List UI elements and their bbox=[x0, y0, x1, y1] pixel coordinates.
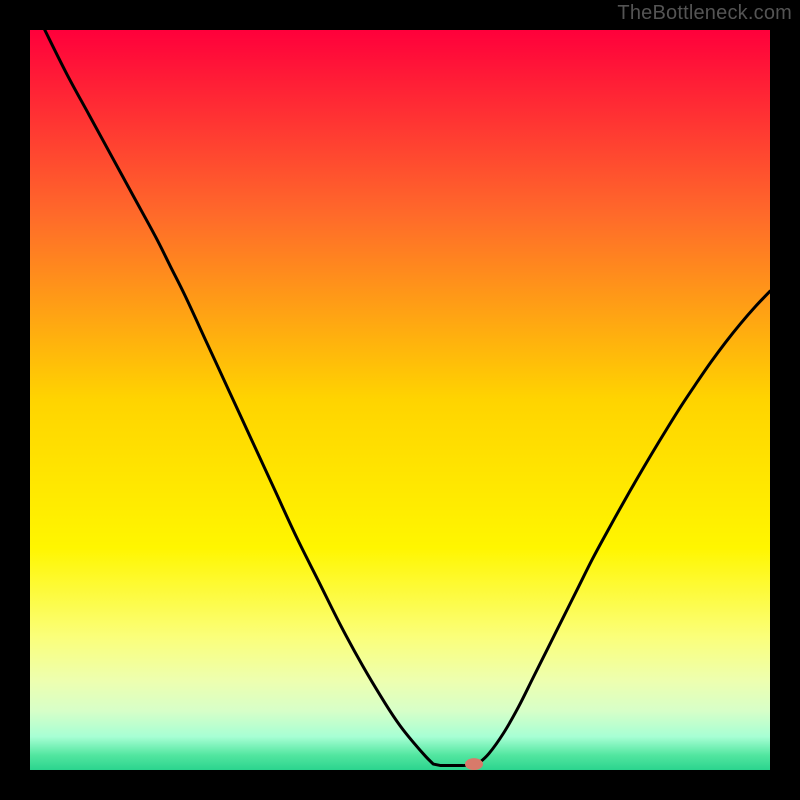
bottleneck-chart bbox=[0, 0, 800, 800]
watermark-text: TheBottleneck.com bbox=[617, 2, 792, 25]
plot-background bbox=[30, 30, 770, 770]
min-marker bbox=[465, 758, 483, 770]
